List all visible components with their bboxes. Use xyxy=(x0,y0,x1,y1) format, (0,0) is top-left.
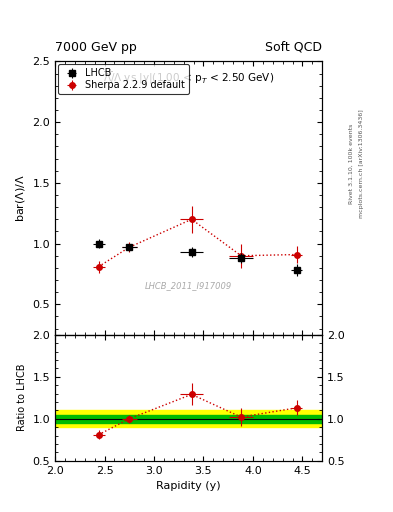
Y-axis label: Ratio to LHCB: Ratio to LHCB xyxy=(17,364,27,432)
Text: mcplots.cern.ch [arXiv:1306.3436]: mcplots.cern.ch [arXiv:1306.3436] xyxy=(359,110,364,218)
X-axis label: Rapidity (y): Rapidity (y) xyxy=(156,481,221,491)
Bar xyxy=(55,415,322,423)
Text: $\overline{\Lambda}/\Lambda$ vs |y|(1.00 < p$_{T}$ < 2.50 GeV): $\overline{\Lambda}/\Lambda$ vs |y|(1.00… xyxy=(103,70,274,86)
Legend: LHCB, Sherpa 2.2.9 default: LHCB, Sherpa 2.2.9 default xyxy=(58,65,189,94)
Text: LHCB_2011_I917009: LHCB_2011_I917009 xyxy=(145,281,232,290)
Bar xyxy=(55,410,322,427)
Text: 7000 GeV pp: 7000 GeV pp xyxy=(55,41,137,54)
Text: Rivet 3.1.10, 100k events: Rivet 3.1.10, 100k events xyxy=(349,124,354,204)
Text: Soft QCD: Soft QCD xyxy=(265,41,322,54)
Y-axis label: bar($\Lambda$)/$\Lambda$: bar($\Lambda$)/$\Lambda$ xyxy=(14,174,27,222)
